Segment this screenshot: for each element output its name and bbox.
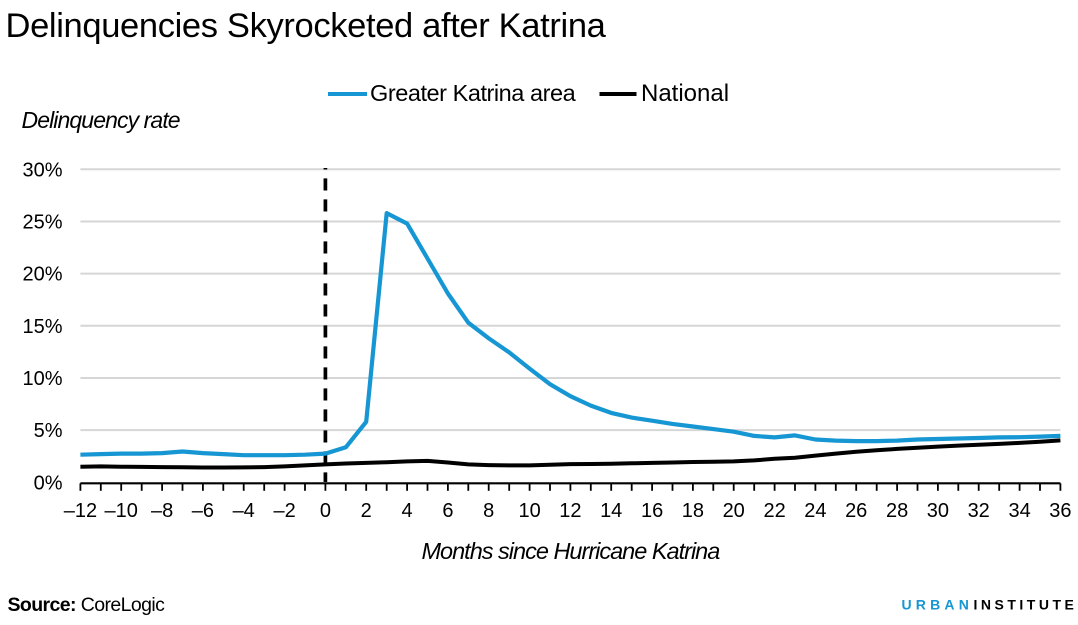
svg-text:14: 14 <box>600 500 622 522</box>
svg-text:36: 36 <box>1049 500 1071 522</box>
svg-text:0: 0 <box>320 500 331 522</box>
svg-text:10%: 10% <box>22 368 62 390</box>
svg-text:5%: 5% <box>34 420 63 442</box>
svg-text:10: 10 <box>518 500 540 522</box>
svg-text:25%: 25% <box>22 212 62 234</box>
svg-text:28: 28 <box>886 500 908 522</box>
svg-text:16: 16 <box>641 500 663 522</box>
svg-text:–10: –10 <box>105 500 138 522</box>
svg-text:National: National <box>641 80 729 107</box>
svg-text:2: 2 <box>361 500 372 522</box>
svg-text:–2: –2 <box>273 500 295 522</box>
svg-text:Source: CoreLogic: Source: CoreLogic <box>8 594 166 616</box>
svg-text:Delinquency rate: Delinquency rate <box>22 107 180 133</box>
svg-text:URBAN: URBAN <box>902 597 974 613</box>
svg-text:34: 34 <box>1008 500 1030 522</box>
svg-text:6: 6 <box>442 500 453 522</box>
svg-text:4: 4 <box>402 500 413 522</box>
svg-text:INSTITUTE: INSTITUTE <box>974 597 1078 613</box>
svg-text:20: 20 <box>723 500 745 522</box>
svg-text:18: 18 <box>682 500 704 522</box>
svg-text:15%: 15% <box>22 316 62 338</box>
svg-text:–6: –6 <box>192 500 214 522</box>
svg-text:Delinquencies Skyrocketed afte: Delinquencies Skyrocketed after Katrina <box>6 7 607 45</box>
svg-text:0%: 0% <box>34 472 63 494</box>
svg-text:26: 26 <box>845 500 867 522</box>
svg-text:30: 30 <box>927 500 949 522</box>
svg-text:22: 22 <box>763 500 785 522</box>
svg-text:Months since Hurricane Katrina: Months since Hurricane Katrina <box>421 538 720 564</box>
svg-text:8: 8 <box>483 500 494 522</box>
svg-text:–8: –8 <box>151 500 173 522</box>
svg-text:30%: 30% <box>22 159 62 181</box>
svg-text:12: 12 <box>559 500 581 522</box>
svg-text:24: 24 <box>804 500 826 522</box>
svg-text:20%: 20% <box>22 264 62 286</box>
svg-text:–12: –12 <box>64 500 97 522</box>
svg-text:–4: –4 <box>233 500 255 522</box>
svg-text:32: 32 <box>968 500 990 522</box>
svg-text:Greater Katrina area: Greater Katrina area <box>370 80 577 106</box>
